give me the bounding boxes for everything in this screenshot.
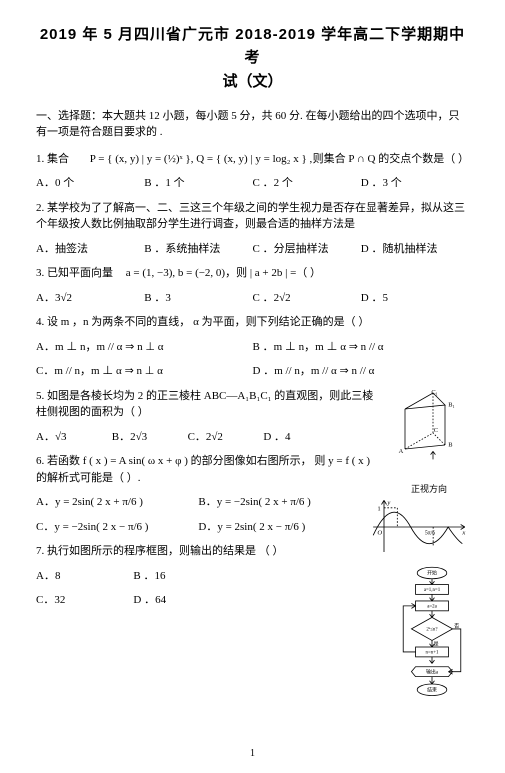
question-6: 6. 若函数 f ( x ) = A sin( ω x + φ ) 的部分图像如… [36, 453, 469, 486]
flow-yes: 是 [434, 641, 439, 647]
label-x: x [461, 529, 465, 536]
q7-opt-d: D ．64 [133, 592, 230, 609]
question-2: 2. 某学校为了了解高一、二、三这三个年级之间的学生视力是否存在显著差异，拟从这… [36, 200, 469, 233]
q4-opt-b: B ．m ⊥ n，m ⊥ α ⇒ n // α [253, 339, 470, 356]
q4-opt-c: C．m // n，m ⊥ α ⇒ n ⊥ α [36, 363, 253, 380]
q3-opt-c: C ．2√2 [253, 290, 361, 307]
question-7: 7. 执行如图所示的程序框图，则输出的结果是 （ ） [36, 543, 469, 560]
flow-inc: n=n+1 [426, 651, 439, 656]
q5-opt-a: A．√3 [36, 429, 112, 446]
question-5: 5. 如图是各棱长均为 2 的正三棱柱 ABC—A₁B₁C₁ 的直观图，则此三棱… [36, 388, 469, 421]
flow-no: 否 [454, 623, 459, 629]
q7-opt-c: C．32 [36, 592, 133, 609]
q5-options: A．√3 B．2√3 C．2√2 D ．4 [36, 429, 339, 446]
section-heading: 一、选择题：本大题共 12 小题，每小题 5 分，共 60 分. 在每小题给出的… [36, 108, 469, 141]
label-b: B [448, 441, 452, 448]
q2-options: A．抽签法 B ．系统抽样法 C ．分层抽样法 D ．随机抽样法 [36, 241, 469, 258]
svg-text:5π/6: 5π/6 [425, 530, 435, 536]
question-3: 3. 已知平面向量 a = (1, −3), b = (−2, 0)，则 | a… [36, 265, 469, 282]
q1-options: A．0 个 B ．1 个 C ．2 个 D ．3 个 [36, 175, 469, 192]
flow-assign: a=2a [427, 605, 437, 610]
q3-body: a = (1, −3), b = (−2, 0)，则 | a + 2b | =（… [126, 267, 321, 279]
q2-opt-a: A．抽签法 [36, 241, 144, 258]
q4-options-row2: C．m // n，m ⊥ α ⇒ n ⊥ α D ．m // n，m // α … [36, 363, 469, 380]
q6-opt-c: C．y = −2sin( 2 x − π/6 ) [36, 519, 198, 536]
q4-opt-a: A．m ⊥ n，m // α ⇒ n ⊥ α [36, 339, 253, 356]
q3-opt-a: A．3√2 [36, 290, 144, 307]
label-y: y [386, 499, 390, 506]
flow-end: 结束 [427, 686, 437, 693]
label-c: C [434, 427, 438, 434]
q1-opt-d: D ．3 个 [361, 175, 469, 192]
question-1: 1. 集合 P = { (x, y) | y = (½)ˣ }, Q = { (… [36, 151, 469, 168]
question-4: 4. 设 m ，n 为两条不同的直线， α 为平面，则下列结论正确的是（ ） [36, 314, 469, 331]
q6-opt-b: B．y = −2sin( 2 x + π/6 ) [198, 494, 360, 511]
q4-body: α 为平面，则下列结论正确的是（ ） [193, 316, 369, 328]
q4-opt-d: D ．m // n，m // α ⇒ n // α [253, 363, 470, 380]
q1-opt-a: A．0 个 [36, 175, 144, 192]
q7-ask: （ ） [259, 545, 284, 557]
q6-opt-a: A．y = 2sin( 2 x + π/6 ) [36, 494, 198, 511]
page-number: 1 [36, 746, 469, 761]
q2-opt-c: C ．分层抽样法 [253, 241, 361, 258]
q1-ask: 则集合 P ∩ Q 的交点个数是（ ） [313, 151, 469, 168]
q5-opt-b: B．2√3 [112, 429, 188, 446]
q1-sets: P = { (x, y) | y = (½)ˣ }, Q = { (x, y) … [90, 153, 313, 165]
q6-opt-d: D．y = 2sin( 2 x − π/6 ) [198, 519, 360, 536]
q7-opt-b: B ．16 [133, 568, 230, 585]
q1-opt-b: B ．1 个 [144, 175, 252, 192]
q4-stem: 4. 设 m ，n 为两条不同的直线， [36, 316, 190, 328]
flow-start: 开始 [427, 570, 437, 577]
q7-options-row2: C．32 D ．64 [36, 592, 231, 609]
title-line-2: 试（文） [36, 71, 469, 94]
q7-opt-a: A．8 [36, 568, 133, 585]
q1-stem: 1. 集合 [36, 153, 69, 165]
q6-options-row2: C．y = −2sin( 2 x − π/6 ) D．y = 2sin( 2 x… [36, 519, 361, 536]
q3-opt-b: B ．3 [144, 290, 252, 307]
q3-opt-d: D ．5 [361, 290, 469, 307]
flow-out: 输出a [426, 668, 439, 675]
q3-stem: 3. 已知平面向量 [36, 267, 113, 279]
label-1: 1 [377, 505, 380, 512]
label-o: O [377, 529, 382, 536]
q3-options: A．3√2 B ．3 C ．2√2 D ．5 [36, 290, 469, 307]
q4-options-row1: A．m ⊥ n，m // α ⇒ n ⊥ α B ．m ⊥ n，m ⊥ α ⇒ … [36, 339, 469, 356]
q7-options-row1: A．8 B ．16 [36, 568, 231, 585]
q5-opt-c: C．2√2 [188, 429, 264, 446]
title-line-1: 2019 年 5 月四川省广元市 2018-2019 学年高二下学期期中考 [36, 24, 469, 69]
q2-opt-b: B ．系统抽样法 [144, 241, 252, 258]
q1-opt-c: C ．2 个 [253, 175, 361, 192]
q7-stem: 7. 执行如图所示的程序框图，则输出的结果是 [36, 545, 256, 557]
q2-opt-d: D ．随机抽样法 [361, 241, 469, 258]
q5-opt-d: D ．4 [263, 429, 339, 446]
flow-cond: 2ᵃ≤n? [426, 628, 437, 633]
flow-init: a=1,n=1 [424, 588, 441, 593]
flowchart-figure: 开始 a=1,n=1 a=2a 2ᵃ≤n? 是 否 n=n+1 输出a 结束 [395, 562, 469, 738]
q6-options-row1: A．y = 2sin( 2 x + π/6 ) B．y = −2sin( 2 x… [36, 494, 361, 511]
